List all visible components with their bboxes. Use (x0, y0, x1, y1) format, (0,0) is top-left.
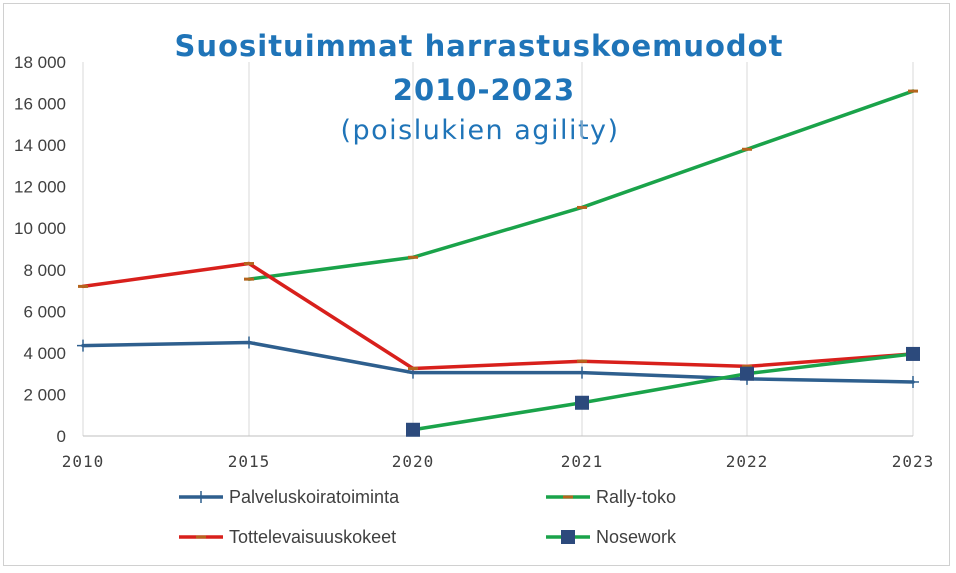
legend-item-tottelevaisuuskokeet: Tottelevaisuuskokeet (179, 527, 396, 547)
x-tick-label: 2015 (228, 452, 271, 471)
x-tick-label: 2023 (892, 452, 935, 471)
data-point (906, 346, 920, 361)
y-tick-label: 6 000 (23, 302, 66, 321)
chart-title-years: 2010-2023 (393, 73, 575, 107)
line-chart: Suosituimmat harrastuskoemuodot 2010-202… (14, 29, 935, 547)
y-tick-label: 18 000 (14, 53, 66, 72)
y-tick-label: 16 000 (14, 95, 66, 114)
x-tick-label: 2022 (726, 452, 769, 471)
data-point (740, 366, 754, 381)
data-point (907, 375, 919, 388)
y-tick-label: 10 000 (14, 219, 66, 238)
chart-title: Suosituimmat harrastuskoemuodot (175, 29, 784, 63)
y-tick-label: 8 000 (23, 261, 66, 280)
legend-label: Palveluskoiratoiminta (229, 487, 400, 507)
y-tick-label: 14 000 (14, 136, 66, 155)
y-tick-label: 12 000 (14, 178, 66, 197)
series-line-nosework (411, 352, 915, 432)
chart-subtitle: (poislukien agility) (340, 115, 619, 146)
y-tick-label: 2 000 (23, 385, 66, 404)
series-layer (77, 89, 920, 437)
legend-item-palveluskoiratoiminta: Palveluskoiratoiminta (179, 487, 400, 507)
series-palveluskoiratoiminta (77, 336, 919, 388)
chart-frame: Suosituimmat harrastuskoemuodot 2010-202… (3, 3, 950, 566)
legend-label: Nosework (596, 527, 677, 547)
x-tick-label: 2021 (561, 452, 604, 471)
series-tottelevaisuuskokeet (78, 261, 918, 371)
y-tick-label: 0 (57, 427, 66, 446)
series-rally-toko (244, 89, 918, 281)
legend-item-nosework: Nosework (546, 527, 677, 547)
series-line-palveluskoiratoiminta (81, 340, 915, 384)
x-tick-label: 2020 (392, 452, 435, 471)
legend-marker (195, 491, 207, 503)
data-point (575, 395, 589, 410)
legend-label: Tottelevaisuuskokeet (229, 527, 396, 547)
legend-item-rally-toko: Rally-toko (546, 487, 676, 507)
data-point (576, 366, 588, 379)
data-point (77, 339, 89, 352)
grid-layer (82, 62, 914, 436)
legend-marker (561, 530, 575, 544)
series-nosework (406, 346, 920, 437)
series-line-tottelevaisuuskokeet (81, 261, 915, 371)
legend: Palveluskoiratoiminta Rally-toko Totteleva… (179, 487, 677, 547)
y-tick-label: 4 000 (23, 344, 66, 363)
axis-layer: 0 2 000 4 000 6 000 8 000 10 000 12 000 14 000 1… (14, 53, 935, 471)
data-point (406, 422, 420, 437)
x-tick-label: 2010 (62, 452, 105, 471)
legend-label: Rally-toko (596, 487, 676, 507)
data-point (243, 336, 255, 349)
